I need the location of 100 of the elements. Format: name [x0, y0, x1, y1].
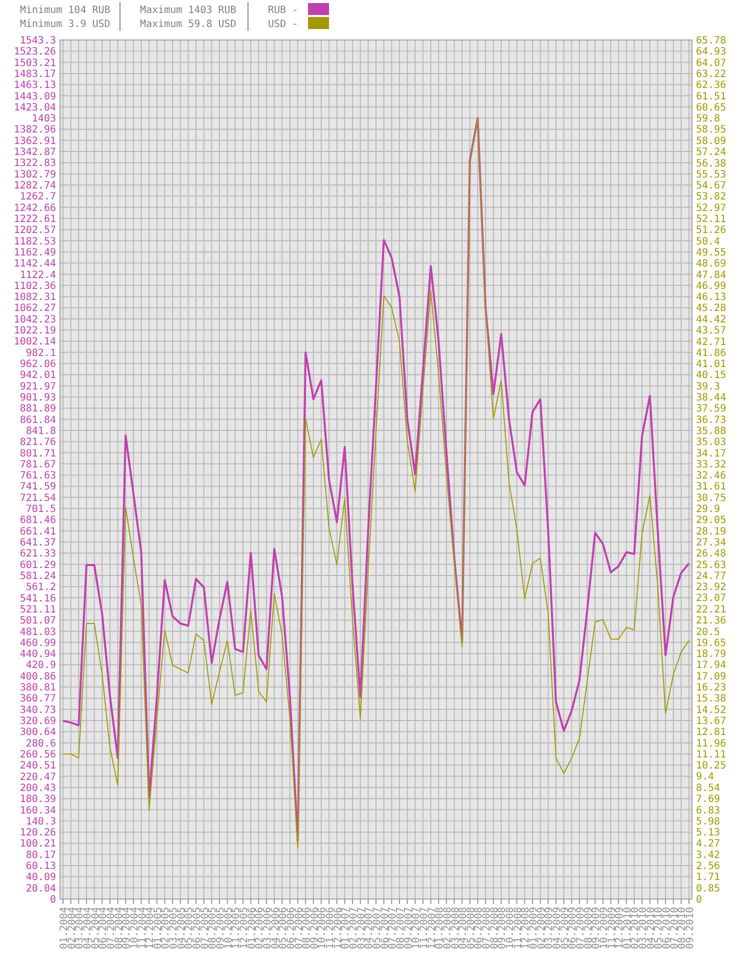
y-tick-label: 641.37	[20, 538, 56, 549]
y-tick-label: 340.73	[20, 704, 56, 716]
y2-tick-label: 63.22	[696, 68, 726, 80]
y-tick-label: 841.8	[26, 426, 56, 437]
y2-tick-label: 25.63	[696, 560, 726, 571]
y2-tick-label: 60.65	[696, 102, 726, 114]
y2-tick-label: 38.44	[696, 392, 726, 404]
y2-tick-label: 0	[696, 894, 702, 906]
y2-tick-label: 0.85	[696, 883, 720, 894]
y2-tick-label: 35.03	[696, 437, 726, 448]
y-tick-label: 1503.21	[14, 58, 56, 69]
y2-tick-label: 53.82	[696, 192, 726, 203]
y-tick-label: 861.84	[20, 414, 56, 426]
y-tick-label: 1362.91	[14, 136, 56, 147]
y2-tick-label: 32.46	[696, 470, 726, 482]
y-tick-label: 300.64	[20, 727, 56, 738]
y2-tick-label: 12.81	[696, 727, 726, 738]
y2-tick-label: 17.09	[696, 671, 726, 682]
y-tick-label: 1262.7	[20, 192, 56, 203]
y2-tick-label: 22.21	[696, 604, 726, 616]
y2-tick-label: 39.3	[696, 381, 720, 392]
y2-tick-label: 41.86	[696, 348, 726, 359]
y2-tick-label: 58.95	[696, 124, 726, 136]
y2-tick-label: 54.67	[696, 180, 726, 192]
y2-tick-label: 27.34	[696, 537, 726, 548]
y-tick-label: 581.24	[20, 570, 56, 582]
y2-tick-label: 6.83	[696, 805, 720, 816]
y2-tick-label: 55.53	[696, 169, 726, 180]
legend-label: RUB -	[268, 5, 298, 16]
y2-tick-label: 26.48	[696, 548, 726, 560]
text: Maximum 59.8 USD	[140, 19, 236, 30]
y2-tick-label: 35.88	[696, 426, 726, 437]
y-tick-label: 1042.23	[14, 314, 56, 326]
y2-tick-label: 5.13	[696, 828, 720, 839]
y-tick-label: 721.54	[20, 492, 56, 504]
y-tick-label: 561.2	[26, 582, 56, 594]
y-tick-label: 1523.26	[14, 46, 56, 58]
y2-tick-label: 20.5	[696, 626, 720, 638]
y2-tick-label: 34.17	[696, 448, 726, 460]
y-tick-label: 1403	[32, 114, 56, 125]
y-tick-label: 481.03	[20, 626, 56, 638]
y-tick-label: 521.11	[20, 604, 56, 616]
text: Minimum 104 RUB	[20, 5, 110, 16]
y2-tick-label: 42.71	[696, 336, 726, 348]
y-tick-label: 1122.4	[20, 270, 56, 281]
y2-tick-label: 46.99	[696, 280, 726, 292]
y2-tick-label: 43.57	[696, 326, 726, 337]
y-tick-label: 100.21	[20, 838, 56, 850]
y2-tick-label: 11.11	[696, 749, 726, 760]
y-tick-label: 1142.44	[14, 258, 56, 270]
y-tick-label: 1022.19	[14, 326, 56, 337]
y2-tick-label: 33.32	[696, 459, 726, 470]
y-tick-label: 661.41	[20, 526, 56, 538]
y2-tick-label: 29.05	[696, 515, 726, 526]
y-tick-label: 1242.66	[14, 202, 56, 214]
y-tick-label: 901.93	[20, 392, 56, 404]
y-tick-label: 1483.17	[14, 68, 56, 80]
y-tick-label: 781.67	[20, 459, 56, 470]
y-tick-label: 601.29	[20, 560, 56, 571]
y2-tick-label: 59.8	[696, 114, 720, 125]
y-tick-label: 60.13	[26, 861, 56, 872]
y2-tick-label: 21.36	[696, 616, 726, 627]
y-tick-label: 1322.83	[14, 158, 56, 170]
y-tick-label: 120.26	[20, 828, 56, 839]
y-tick-label: 0	[50, 894, 56, 906]
y2-tick-label: 8.54	[696, 782, 720, 794]
y-tick-label: 320.69	[20, 716, 56, 728]
y-tick-label: 380.81	[20, 682, 56, 694]
y2-tick-label: 24.77	[696, 571, 726, 582]
y-tick-label: 1222.61	[14, 214, 56, 225]
y-tick-label: 280.6	[26, 738, 56, 750]
y-tick-label: 942.01	[20, 370, 56, 382]
y-tick-label: 180.39	[20, 794, 56, 806]
y-tick-label: 140.3	[26, 816, 56, 828]
y2-tick-label: 51.26	[696, 225, 726, 236]
y-tick-label: 821.76	[20, 437, 56, 448]
y2-tick-label: 7.69	[696, 794, 720, 806]
y-tick-label: 1162.49	[14, 247, 56, 258]
y-tick-label: 20.04	[26, 883, 56, 894]
y-tick-label: 501.07	[20, 616, 56, 627]
y2-tick-label: 61.51	[696, 91, 726, 102]
y-tick-label: 1082.31	[14, 292, 56, 304]
y-tick-label: 160.34	[20, 805, 56, 816]
y2-tick-label: 13.67	[696, 716, 726, 727]
y-tick-label: 420.9	[26, 660, 56, 672]
y-tick-label: 80.17	[26, 850, 56, 861]
y-tick-label: 1543.3	[20, 36, 56, 46]
y-tick-label: 761.63	[20, 470, 56, 482]
y2-tick-label: 62.36	[696, 80, 726, 92]
y-tick-label: 1382.96	[14, 124, 56, 136]
y2-tick-label: 30.75	[696, 492, 726, 504]
y2-tick-label: 65.78	[696, 36, 726, 46]
y2-tick-label: 64.93	[696, 46, 726, 58]
y-tick-label: 881.89	[20, 404, 56, 415]
y-tick-label: 1102.36	[14, 280, 56, 292]
y2-tick-label: 5.98	[696, 816, 720, 828]
y-tick-label: 260.56	[20, 749, 56, 760]
y2-tick-label: 44.42	[696, 314, 726, 326]
y-tick-label: 982.1	[26, 348, 56, 359]
y-tick-label: 741.59	[20, 482, 56, 493]
